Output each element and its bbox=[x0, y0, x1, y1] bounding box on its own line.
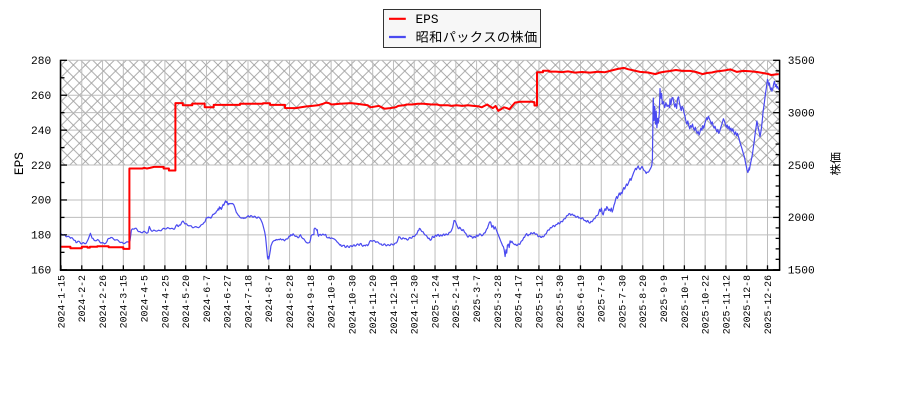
svg-text:220: 220 bbox=[31, 161, 51, 173]
svg-text:2025-3-7: 2025-3-7 bbox=[472, 275, 483, 322]
svg-text:2025-6-19: 2025-6-19 bbox=[576, 275, 587, 328]
svg-text:1500: 1500 bbox=[788, 266, 815, 278]
svg-text:2000: 2000 bbox=[788, 213, 815, 225]
svg-text:240: 240 bbox=[31, 126, 51, 138]
svg-text:2024-4-25: 2024-4-25 bbox=[160, 275, 171, 328]
svg-text:2024-5-20: 2024-5-20 bbox=[181, 275, 192, 328]
svg-text:2025-10-1: 2025-10-1 bbox=[680, 275, 691, 328]
svg-text:2025-4-17: 2025-4-17 bbox=[514, 275, 525, 328]
svg-text:280: 280 bbox=[31, 56, 51, 68]
svg-text:2025-9-9: 2025-9-9 bbox=[659, 275, 670, 322]
svg-text:EPS: EPS bbox=[416, 12, 439, 27]
svg-text:2025-10-22: 2025-10-22 bbox=[701, 275, 712, 334]
svg-text:3000: 3000 bbox=[788, 108, 815, 120]
svg-text:2024-4-5: 2024-4-5 bbox=[140, 275, 151, 322]
svg-text:2024-8-7: 2024-8-7 bbox=[264, 275, 275, 322]
svg-text:2024-6-7: 2024-6-7 bbox=[202, 275, 213, 322]
svg-text:2025-7-30: 2025-7-30 bbox=[617, 275, 628, 328]
svg-text:2024-9-18: 2024-9-18 bbox=[306, 275, 317, 328]
svg-text:2024-2-26: 2024-2-26 bbox=[98, 275, 109, 328]
svg-text:2024-1-15: 2024-1-15 bbox=[56, 275, 67, 328]
svg-text:2024-10-9: 2024-10-9 bbox=[327, 275, 338, 328]
svg-text:200: 200 bbox=[31, 196, 51, 208]
svg-text:180: 180 bbox=[31, 231, 51, 243]
svg-text:2025-5-30: 2025-5-30 bbox=[555, 275, 566, 328]
svg-text:2024-10-30: 2024-10-30 bbox=[347, 275, 358, 334]
svg-text:3500: 3500 bbox=[788, 56, 815, 68]
svg-text:2024-3-15: 2024-3-15 bbox=[119, 275, 130, 328]
svg-text:2024-6-27: 2024-6-27 bbox=[223, 275, 234, 328]
svg-text:EPS: EPS bbox=[12, 152, 27, 175]
svg-text:2024-11-20: 2024-11-20 bbox=[368, 275, 379, 334]
svg-text:2024-7-18: 2024-7-18 bbox=[243, 275, 254, 328]
svg-text:2025-2-14: 2025-2-14 bbox=[451, 275, 462, 328]
svg-text:2025-1-24: 2025-1-24 bbox=[430, 275, 441, 328]
svg-text:2500: 2500 bbox=[788, 161, 815, 173]
svg-text:2025-3-28: 2025-3-28 bbox=[493, 275, 504, 328]
svg-text:2025-12-26: 2025-12-26 bbox=[763, 275, 774, 334]
svg-text:2024-8-28: 2024-8-28 bbox=[285, 275, 296, 328]
svg-text:2024-12-10: 2024-12-10 bbox=[389, 275, 400, 334]
svg-text:260: 260 bbox=[31, 91, 51, 103]
svg-text:2025-7-9: 2025-7-9 bbox=[597, 275, 608, 322]
svg-text:2025-11-12: 2025-11-12 bbox=[721, 275, 732, 334]
svg-text:2025-12-8: 2025-12-8 bbox=[742, 275, 753, 328]
svg-text:2024-12-30: 2024-12-30 bbox=[410, 275, 421, 334]
svg-text:160: 160 bbox=[31, 266, 51, 278]
svg-text:2025-8-20: 2025-8-20 bbox=[638, 275, 649, 328]
svg-text:2025-5-12: 2025-5-12 bbox=[534, 275, 545, 328]
svg-text:2024-2-2: 2024-2-2 bbox=[77, 275, 88, 322]
